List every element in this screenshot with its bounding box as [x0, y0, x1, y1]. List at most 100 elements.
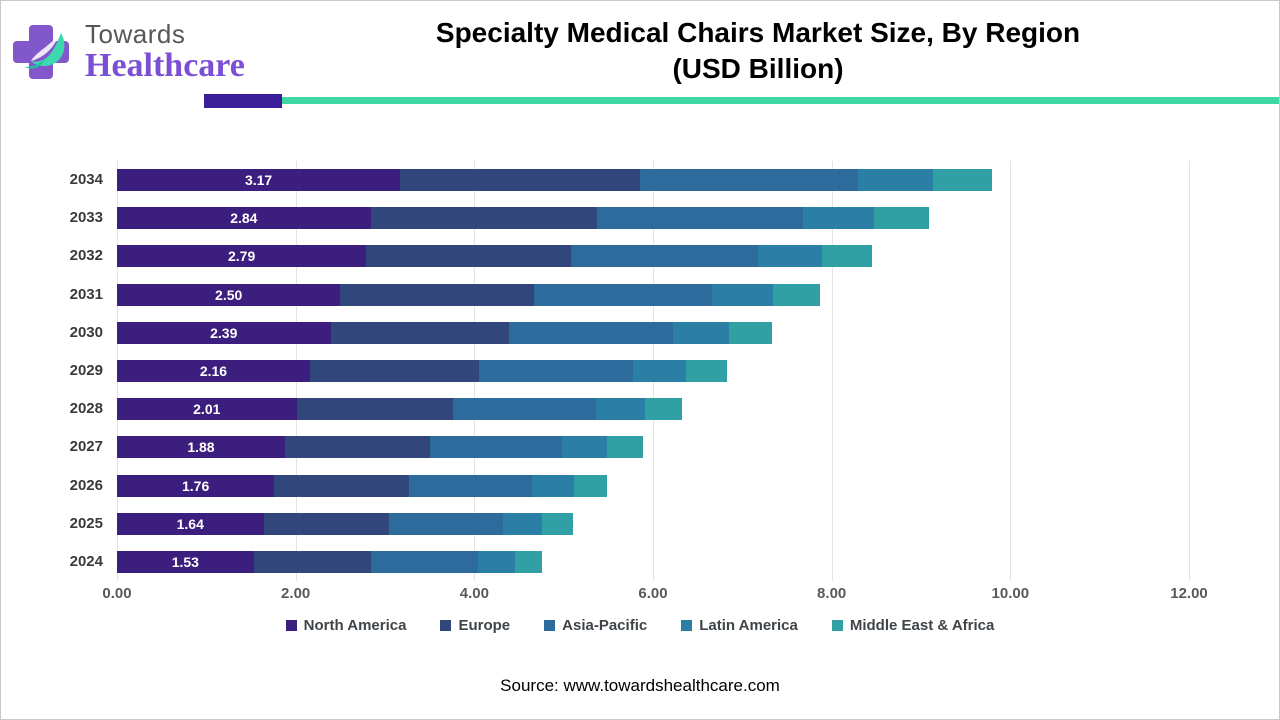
x-tick-label: 10.00	[991, 585, 1030, 602]
bar-segment-latin-america	[672, 322, 729, 344]
logo-text-healthcare: Healthcare	[85, 47, 245, 84]
gridline	[1189, 161, 1190, 581]
chart-title-line2: (USD Billion)	[672, 53, 844, 85]
bar-segment-north-america: 2.50	[117, 284, 341, 306]
x-tick-label: 12.00	[1170, 585, 1208, 602]
bar-value-label: 2.01	[193, 401, 221, 417]
y-axis-year-label: 2025	[69, 515, 103, 532]
bar-value-label: 2.39	[210, 325, 238, 341]
y-axis-year-label: 2034	[69, 171, 103, 188]
bar-segment-north-america: 3.17	[117, 169, 401, 191]
bar-segment-europe	[340, 284, 535, 306]
logo: Towards Healthcare	[11, 19, 245, 85]
bar-value-label: 2.84	[230, 210, 258, 226]
towards-healthcare-logo-icon	[13, 25, 69, 79]
bar-segment-north-america: 2.01	[117, 398, 297, 420]
legend-label: Asia-Pacific	[562, 617, 648, 634]
bar-segment-middle-east-africa	[542, 513, 573, 535]
x-tick-label: 8.00	[817, 585, 847, 602]
bar-segment-asia-pacific	[388, 513, 503, 535]
bar-segment-latin-america	[711, 284, 773, 306]
bar-segment-middle-east-africa	[821, 245, 872, 267]
bar-segment-europe	[309, 360, 479, 382]
y-axis-year-label: 2027	[69, 438, 103, 455]
bar-segment-latin-america	[477, 551, 515, 573]
bar-segment-middle-east-africa	[933, 169, 992, 191]
chart-title: Specialty Medical Chairs Market Size, By…	[251, 15, 1265, 88]
bar-row-2031: 2.50	[117, 284, 1189, 306]
bar-segment-europe	[366, 245, 571, 267]
bar-value-label: 1.88	[187, 439, 215, 455]
bar-value-label: 2.50	[215, 287, 243, 303]
bar-segment-latin-america	[633, 360, 687, 382]
y-axis-year-label: 2028	[69, 400, 103, 417]
legend-item-middle-east-africa: Middle East & Africa	[831, 617, 995, 634]
bar-row-2029: 2.16	[117, 360, 1189, 382]
header-rule-accent	[204, 94, 282, 108]
bar-segment-north-america: 1.53	[117, 551, 254, 573]
bar-segment-latin-america	[858, 169, 934, 191]
bar-row-2034: 3.17	[117, 169, 1189, 191]
bar-segment-middle-east-africa	[607, 436, 644, 458]
bar-segment-north-america: 2.16	[117, 360, 310, 382]
bar-row-2025: 1.64	[117, 513, 1189, 535]
source-text: Source: www.towardshealthcare.com	[500, 676, 780, 695]
bar-segment-europe	[400, 169, 640, 191]
bar-row-2027: 1.88	[117, 436, 1189, 458]
bar-segment-middle-east-africa	[574, 475, 607, 497]
legend-swatch	[681, 620, 693, 631]
gridline	[1010, 161, 1012, 581]
chart-title-line1: Specialty Medical Chairs Market Size, By…	[435, 17, 1081, 48]
plot-area: 2034 3.17 2033 2.84 2032 2.79 2031 2.50 2030 2.39…	[70, 161, 1190, 581]
bar-value-label: 2.16	[199, 363, 228, 379]
legend-label: Middle East & Africa	[849, 617, 995, 634]
bar-segment-europe	[274, 475, 410, 497]
bar-value-label: 3.17	[244, 172, 273, 188]
bar-segment-asia-pacific	[478, 360, 634, 382]
legend-item-north-america: North America	[285, 617, 407, 634]
bar-segment-middle-east-africa	[728, 322, 772, 344]
bar-segment-middle-east-africa	[644, 398, 683, 420]
bar-row-2026: 1.76	[117, 475, 1189, 497]
y-axis-year-label: 2032	[69, 247, 103, 264]
legend-swatch	[285, 620, 297, 631]
x-axis: 0.00 2.00 4.00 6.00 8.00 10.00 12.00	[102, 585, 1207, 607]
x-tick-label: 4.00	[459, 585, 489, 602]
header-rule	[282, 97, 1279, 104]
bar-value-label: 1.53	[171, 554, 199, 570]
bar-segment-latin-america	[595, 398, 645, 420]
legend-swatch	[544, 620, 556, 631]
bar-segment-europe	[370, 207, 597, 229]
bar-segment-north-america: 1.76	[117, 475, 275, 497]
bar-segment-north-america: 1.64	[117, 513, 264, 535]
bar-segment-middle-east-africa	[514, 551, 543, 573]
bar-row-2033: 2.84	[117, 207, 1189, 229]
bar-row-2028: 2.01	[117, 398, 1189, 420]
y-axis-year-label: 2031	[69, 286, 103, 303]
bar-segment-asia-pacific	[639, 169, 859, 191]
logo-text-towards: Towards	[85, 19, 186, 49]
bar-segment-asia-pacific	[596, 207, 804, 229]
legend-label: Latin America	[699, 617, 798, 634]
legend-swatch	[831, 620, 843, 631]
legend-item-asia-pacific: Asia-Pacific	[544, 617, 647, 634]
bar-segment-asia-pacific	[370, 551, 478, 573]
legend-label: Europe	[458, 617, 511, 634]
y-axis-year-label: 2024	[69, 553, 103, 570]
bar-row-2032: 2.79	[117, 245, 1189, 267]
bar-value-label: 1.76	[181, 478, 210, 494]
bar-value-label: 2.79	[227, 248, 256, 264]
bar-segment-latin-america	[561, 436, 608, 458]
bar-segment-europe	[330, 322, 510, 344]
x-tick-label: 0.00	[102, 585, 132, 602]
bar-segment-north-america: 2.79	[117, 245, 367, 267]
bar-segment-asia-pacific	[570, 245, 758, 267]
legend-item-europe: Europe	[440, 617, 510, 634]
y-axis-year-label: 2033	[69, 209, 103, 226]
bar-segment-latin-america	[502, 513, 543, 535]
bar-segment-europe	[263, 513, 389, 535]
legend-label: North America	[303, 617, 407, 634]
bar-segment-asia-pacific	[452, 398, 596, 420]
bar-segment-europe	[284, 436, 430, 458]
